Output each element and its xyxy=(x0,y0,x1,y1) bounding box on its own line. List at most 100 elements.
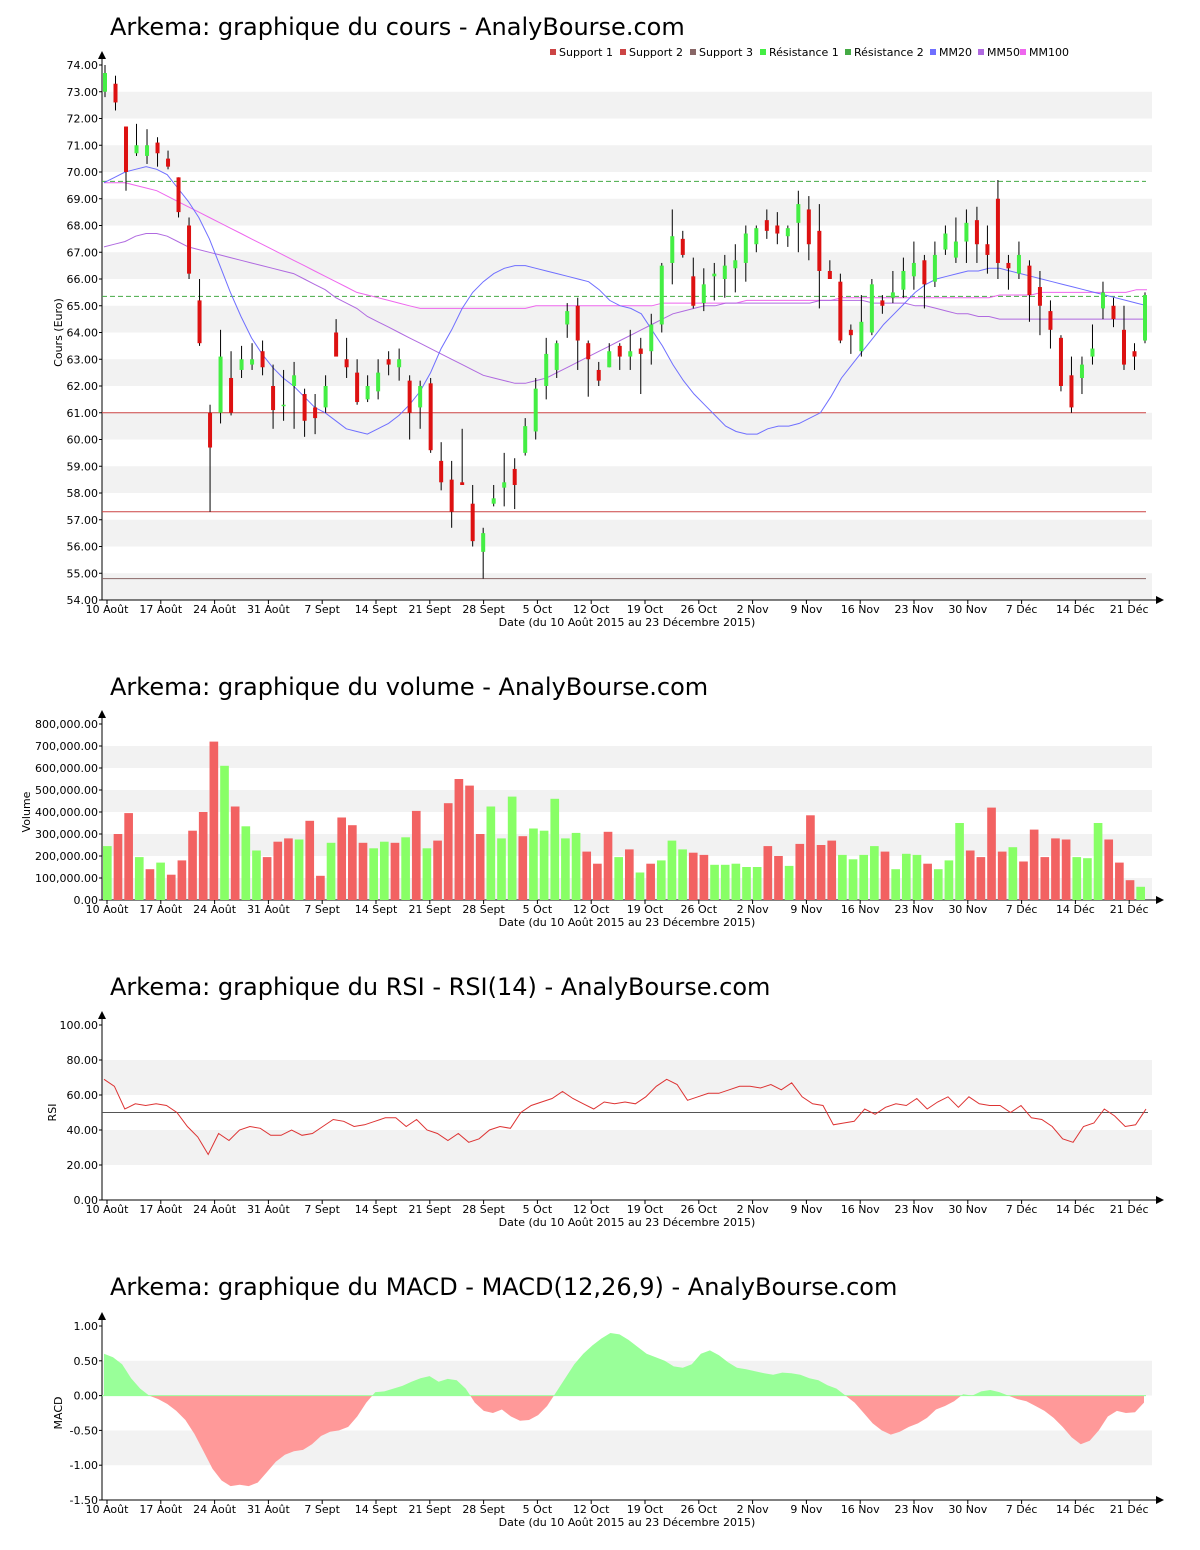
candle-body xyxy=(607,351,612,368)
candle-body xyxy=(344,359,349,368)
candle-body xyxy=(1058,337,1063,386)
macd-positive-area xyxy=(553,1333,846,1396)
volume-bar xyxy=(1083,858,1092,900)
volume-bar xyxy=(774,856,783,900)
candle-body xyxy=(1090,348,1095,357)
macd-ytick-label: -1.00 xyxy=(70,1459,98,1472)
rsi-ytick-label: 0.00 xyxy=(74,1194,99,1207)
volume-bar xyxy=(433,840,442,900)
rsi-x-arrow-icon xyxy=(1156,1196,1164,1204)
macd-xtick-label: 5 Oct xyxy=(523,1503,553,1516)
price-y-arrow-icon xyxy=(98,51,106,59)
candle-body xyxy=(754,228,759,245)
candle-body xyxy=(869,284,874,333)
volume-bar xyxy=(1115,862,1124,900)
price-band xyxy=(102,145,1152,172)
volume-bar xyxy=(1051,838,1060,900)
volume-bar xyxy=(923,863,932,900)
legend-label: MM100 xyxy=(1029,46,1069,59)
macd-ytick-label: 1.00 xyxy=(74,1320,99,1333)
candle-body xyxy=(1121,329,1126,365)
volume-bar xyxy=(838,854,847,900)
rsi-xtick-label: 23 Nov xyxy=(895,1203,934,1216)
macd-xtick-label: 12 Oct xyxy=(573,1503,610,1516)
macd-xtick-label: 21 Déc xyxy=(1110,1503,1149,1516)
volume-bar xyxy=(816,845,826,900)
candle-body xyxy=(491,498,496,504)
rsi-chart: Arkema: graphique du RSI - RSI(14) - Ana… xyxy=(46,973,1164,1229)
candle-body xyxy=(407,380,412,413)
candle-body xyxy=(250,359,255,365)
price-xtick-label: 28 Sept xyxy=(462,603,505,616)
candle-body xyxy=(460,482,465,485)
macd-y-arrow-icon xyxy=(98,1312,106,1320)
volume-xtick-label: 28 Sept xyxy=(462,903,505,916)
candle-body xyxy=(985,244,990,255)
volume-xtick-label: 26 Oct xyxy=(681,903,718,916)
price-ytick-label: 56.00 xyxy=(67,541,99,554)
volume-bar xyxy=(390,842,400,900)
candle-body xyxy=(775,225,780,234)
volume-x-arrow-icon xyxy=(1156,896,1164,904)
candle-body xyxy=(817,230,822,271)
candle-body xyxy=(439,460,444,483)
price-ytick-label: 55.00 xyxy=(67,567,99,580)
volume-bar xyxy=(188,830,197,900)
volume-bar xyxy=(241,826,251,900)
volume-bar xyxy=(827,840,837,900)
volume-bar xyxy=(656,860,666,900)
volume-bar xyxy=(326,842,336,900)
rsi-xtick-label: 9 Nov xyxy=(790,1203,822,1216)
legend-label: Support 1 xyxy=(559,46,613,59)
volume-bar xyxy=(688,852,698,900)
volume-bar xyxy=(262,857,272,900)
volume-bar xyxy=(1104,839,1114,900)
volume-bar xyxy=(145,869,155,900)
volume-bar xyxy=(955,823,964,900)
volume-xtick-label: 16 Nov xyxy=(841,903,880,916)
rsi-xtick-label: 12 Oct xyxy=(573,1203,610,1216)
legend-label: Résistance 1 xyxy=(769,46,839,59)
rsi-xtick-label: 30 Nov xyxy=(948,1203,987,1216)
volume-bar xyxy=(252,850,261,900)
volume-xtick-label: 5 Oct xyxy=(523,903,553,916)
candle-body xyxy=(145,145,150,156)
volume-bar xyxy=(113,834,123,900)
volume-ytick-label: 800,000.00 xyxy=(35,718,98,731)
volume-xtick-label: 14 Sept xyxy=(355,903,398,916)
macd-xtick-label: 31 Août xyxy=(247,1503,291,1516)
volume-bar xyxy=(667,840,677,900)
candle-body xyxy=(712,273,717,277)
legend-swatch xyxy=(1020,49,1026,55)
volume-xtick-label: 17 Août xyxy=(139,903,183,916)
candle-body xyxy=(1027,265,1032,296)
volume-xtick-label: 21 Sept xyxy=(409,903,452,916)
volume-bar xyxy=(166,874,176,900)
candle-body xyxy=(785,228,790,237)
volume-ytick-label: 600,000.00 xyxy=(35,762,98,775)
volume-xtick-label: 23 Nov xyxy=(895,903,934,916)
volume-bar xyxy=(806,815,815,900)
price-xtick-label: 21 Déc xyxy=(1110,603,1149,616)
candle-body xyxy=(1100,292,1105,309)
candle-body xyxy=(680,238,685,255)
rsi-xtick-label: 16 Nov xyxy=(841,1203,880,1216)
volume-bar xyxy=(1136,886,1145,900)
candle-body xyxy=(428,383,433,451)
candle-body xyxy=(659,265,664,325)
volume-bar xyxy=(209,741,219,900)
price-band xyxy=(102,573,1152,600)
volume-bar xyxy=(1040,857,1050,900)
candle-body xyxy=(166,158,171,167)
price-ytick-label: 66.00 xyxy=(67,273,99,286)
candle-body xyxy=(523,426,528,453)
candle-body xyxy=(376,372,381,392)
candle-body xyxy=(281,404,286,407)
candle-body xyxy=(1143,295,1147,341)
volume-bar xyxy=(859,854,869,900)
price-ytick-label: 74.00 xyxy=(67,59,99,72)
price-ytick-label: 71.00 xyxy=(67,139,99,152)
rsi-ytick-label: 100.00 xyxy=(60,1019,99,1032)
candle-body xyxy=(533,388,538,432)
macd-negative-area xyxy=(845,1395,962,1435)
